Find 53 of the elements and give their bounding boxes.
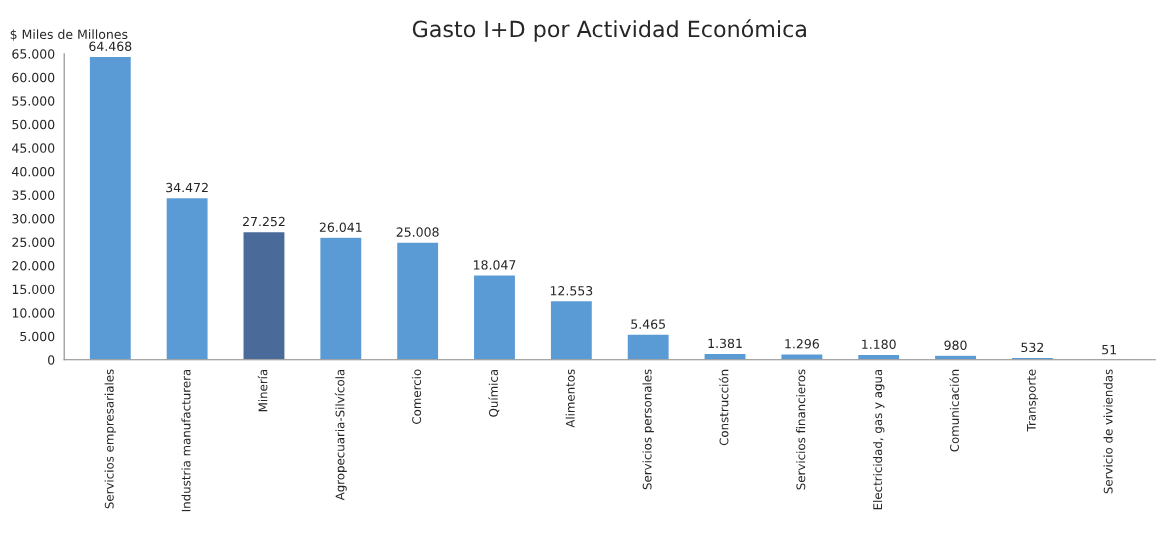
- y-tick-label: 30.000: [12, 213, 55, 224]
- x-tick-label: Construcción: [718, 369, 729, 446]
- x-tick-label: Servicios financieros: [796, 369, 806, 490]
- data-label: 34.472: [166, 182, 208, 193]
- chart-title: Gasto I+D por Actividad Económica: [412, 19, 806, 42]
- y-tick-label: 25.000: [12, 237, 55, 247]
- bar: [88, 55, 133, 360]
- x-tick-label: Minería: [257, 369, 268, 412]
- y-tick-label: 65.000: [12, 49, 55, 59]
- y-axis-title: $ Miles de Millones: [10, 29, 128, 41]
- x-tick-label: Electricidad, gas y agua: [872, 369, 885, 510]
- bar: [472, 274, 517, 360]
- y-tick-label: 50.000: [12, 119, 55, 130]
- y-tick-label: 15.000: [12, 284, 55, 295]
- data-label: 26.041: [319, 222, 362, 232]
- x-tick-label: Química: [488, 369, 500, 417]
- y-tick-label: 10.000: [12, 308, 55, 318]
- data-label: 5.465: [631, 319, 665, 329]
- bar: [626, 333, 671, 360]
- data-label: 1.296: [785, 339, 819, 349]
- x-tick-label: Transporte: [1027, 369, 1039, 432]
- x-tick-label: Servicios empresariales: [104, 369, 116, 509]
- bar: [933, 354, 978, 360]
- y-tick-label: 5.000: [20, 331, 55, 342]
- bar: [318, 236, 363, 360]
- data-label: 1.180: [862, 339, 896, 350]
- data-label: 980: [944, 340, 967, 350]
- x-tick-label: Servicio de viviendas: [1103, 369, 1113, 494]
- bar: [242, 230, 286, 360]
- x-tick-label: Comunicación: [949, 369, 959, 452]
- y-tick-label: 0: [48, 355, 55, 365]
- data-label: 1.381: [708, 338, 742, 349]
- data-label: 64.468: [89, 41, 132, 52]
- y-tick-label: 35.000: [12, 190, 55, 200]
- y-tick-label: 55.000: [12, 96, 55, 106]
- bar: [165, 196, 209, 360]
- data-label: 27.252: [243, 216, 285, 227]
- y-tick-label: 40.000: [12, 166, 55, 177]
- x-tick-label: Comercio: [411, 369, 422, 424]
- data-label: 25.008: [396, 227, 439, 237]
- x-tick-label: Alimentos: [565, 369, 575, 428]
- x-tick-label: Industria manufacturera: [181, 369, 191, 512]
- y-tick-label: 20.000: [12, 261, 55, 271]
- data-label: 532: [1021, 342, 1044, 353]
- x-tick-label: Servicios personales: [642, 369, 654, 490]
- x-tick-label: Agropecuaria-Silvícola: [334, 369, 347, 501]
- y-tick-label: 60.000: [12, 72, 55, 83]
- data-label: 51: [1102, 345, 1117, 355]
- data-label: 18.047: [474, 260, 516, 270]
- bar: [395, 241, 440, 360]
- data-label: 12.553: [550, 286, 593, 296]
- bar: [549, 299, 594, 360]
- y-tick-label: 45.000: [12, 143, 55, 153]
